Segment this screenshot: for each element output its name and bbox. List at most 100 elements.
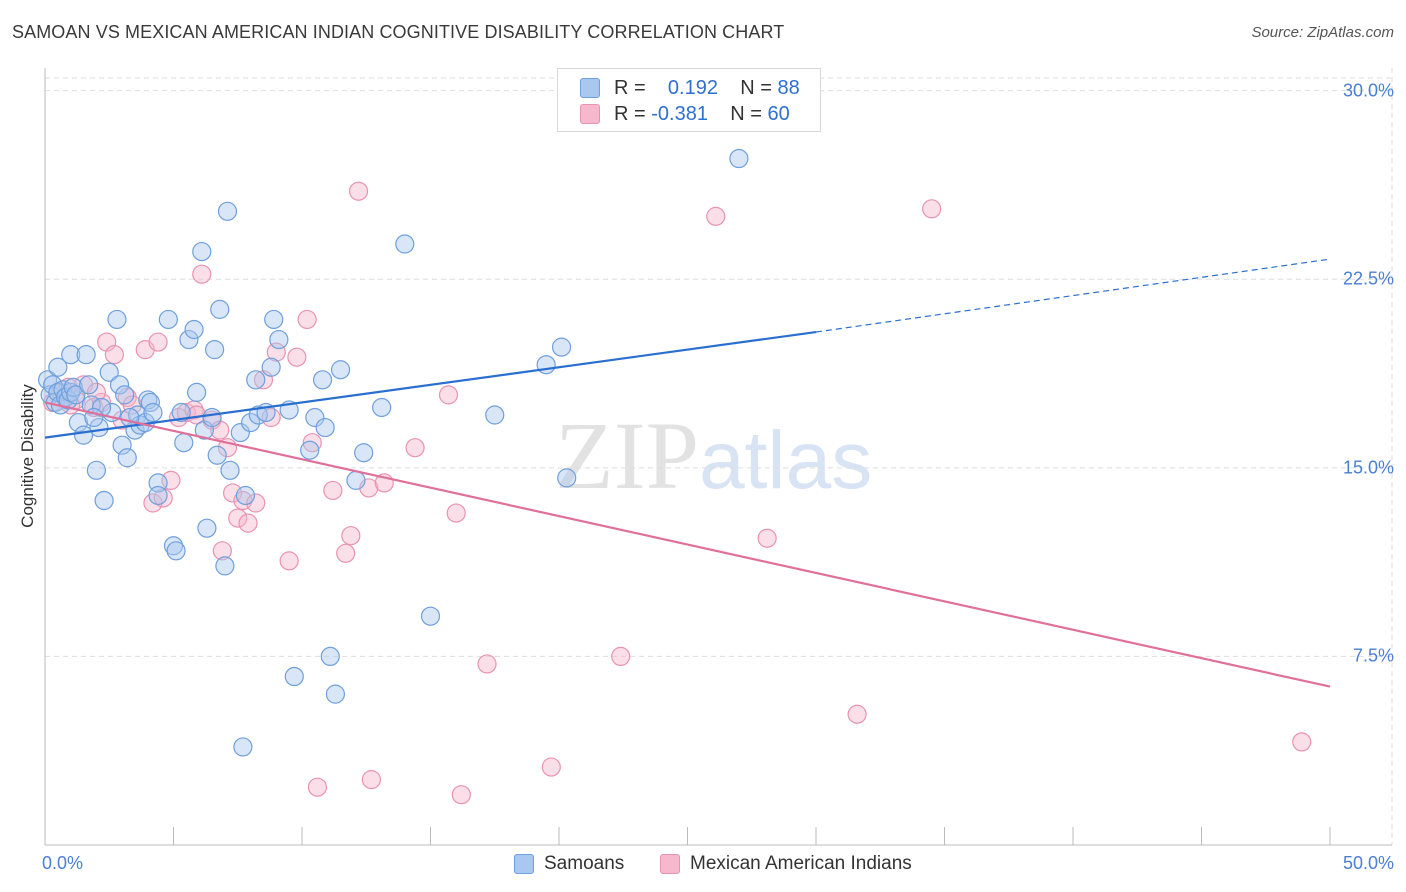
legend-n-value: 88 <box>777 76 800 99</box>
samoans-point <box>99 362 119 382</box>
samoans-point <box>536 355 556 375</box>
samoans-point <box>305 407 325 428</box>
mexican-american-indians-point <box>104 345 124 365</box>
samoans-point <box>246 370 266 390</box>
bottom-legend-samoans: Samoans <box>514 852 624 876</box>
samoans-point <box>557 468 577 488</box>
samoans-point <box>264 309 284 330</box>
samoans-point <box>148 485 168 506</box>
bottom-legend-swatch-pink <box>660 854 680 874</box>
samoans-point <box>420 606 441 626</box>
samoans-point <box>284 666 304 687</box>
samoans-point <box>230 423 250 443</box>
mexican-american-indians-point <box>757 528 777 548</box>
samoans-point <box>76 345 96 365</box>
mexican-american-indians-point <box>405 438 425 458</box>
mexican-american-indians-trend-line <box>44 401 1331 688</box>
legend-swatch-pink <box>580 104 600 124</box>
mexican-american-indians-point <box>348 181 369 201</box>
mexican-american-indians-point <box>541 757 561 777</box>
mexican-american-indians-point <box>446 503 466 523</box>
samoans-point <box>202 407 222 428</box>
samoans-point <box>220 460 240 480</box>
bottom-legend-label: Samoans <box>544 853 625 874</box>
samoans-point <box>68 412 89 433</box>
samoans-point <box>241 412 261 433</box>
source-note: Source: ZipAtlas.com <box>1251 24 1394 41</box>
samoans-point <box>89 417 109 438</box>
mexican-american-indians-point <box>148 332 168 352</box>
samoans-point <box>187 382 207 402</box>
series-samoans-points <box>37 148 749 757</box>
samoans-point <box>269 329 289 350</box>
samoans-point <box>330 360 351 380</box>
legend-n-label: N = <box>740 76 772 99</box>
bottom-legend-mexican-american-indians: Mexican American Indians <box>660 852 912 876</box>
samoans-point <box>115 385 135 405</box>
y-axis-label: Cognitive Disability <box>18 384 37 528</box>
legend-r-label: R = <box>614 76 646 99</box>
x-tick-label-max: 50.0% <box>1342 853 1394 873</box>
samoans-point <box>91 397 112 418</box>
samoans-point <box>63 377 83 397</box>
samoans-point <box>112 435 132 455</box>
mexican-american-indians-point <box>153 488 173 508</box>
samoans-point <box>171 402 191 423</box>
mexican-american-indians-point <box>86 382 107 402</box>
samoans-point <box>94 490 114 511</box>
gridlines <box>45 68 1393 845</box>
y-tick-label: 7.5% <box>1352 645 1394 666</box>
mexican-american-indians-point <box>323 480 343 501</box>
mexican-american-indians-point <box>341 526 361 546</box>
mexican-american-indians-point <box>192 264 212 284</box>
trend-lines <box>44 258 1331 688</box>
mexican-american-indians-point <box>307 777 328 797</box>
mexican-american-indians-point <box>238 513 258 533</box>
mexican-american-indians-point <box>302 433 322 453</box>
samoans-point <box>48 357 68 377</box>
mexican-american-indians-point <box>706 206 726 226</box>
samoans-point <box>73 425 94 445</box>
axes <box>44 68 1392 846</box>
samoans-point <box>312 370 333 390</box>
mexican-american-indians-point <box>212 541 232 561</box>
mexican-american-indians-point <box>361 770 381 790</box>
y-tick-label: 15.0% <box>1342 457 1394 478</box>
samoans-point <box>395 234 415 254</box>
mexican-american-indians-point <box>246 493 266 513</box>
samoans-point <box>217 201 238 221</box>
samoans-point <box>66 385 86 405</box>
mexican-american-indians-point <box>279 551 299 571</box>
watermark-zip: ZIP <box>555 402 699 509</box>
samoans-trend-extension <box>815 258 1331 333</box>
mexican-american-indians-point <box>451 785 471 805</box>
watermark: ZIPatlas <box>555 400 872 511</box>
samoans-point <box>346 470 366 490</box>
mexican-american-indians-point <box>266 342 286 362</box>
samoans-point <box>320 646 340 667</box>
legend-row-samoans: R = 0.192 N = 88 <box>580 76 800 100</box>
samoans-point <box>551 337 572 357</box>
bottom-legend-swatch-blue <box>514 854 534 874</box>
samoans-point <box>109 375 130 395</box>
samoans-point <box>192 241 212 262</box>
samoans-trend-line <box>44 330 817 439</box>
samoans-point <box>207 445 227 465</box>
samoans-point <box>485 405 505 425</box>
samoans-point <box>174 433 194 453</box>
samoans-point <box>79 375 99 395</box>
samoans-point <box>166 541 186 561</box>
samoans-point <box>729 148 749 169</box>
samoans-point <box>158 309 178 330</box>
legend-n-label: N = <box>730 102 762 125</box>
samoans-point <box>197 518 217 538</box>
samoans-point <box>261 357 281 377</box>
samoans-point <box>61 345 81 365</box>
samoans-point <box>179 329 199 350</box>
legend-r-value: 0.192 <box>667 76 718 99</box>
mexican-american-indians-point <box>438 385 459 405</box>
legend-swatch-blue <box>580 78 600 98</box>
samoans-point <box>138 390 158 410</box>
samoans-point <box>300 440 320 460</box>
